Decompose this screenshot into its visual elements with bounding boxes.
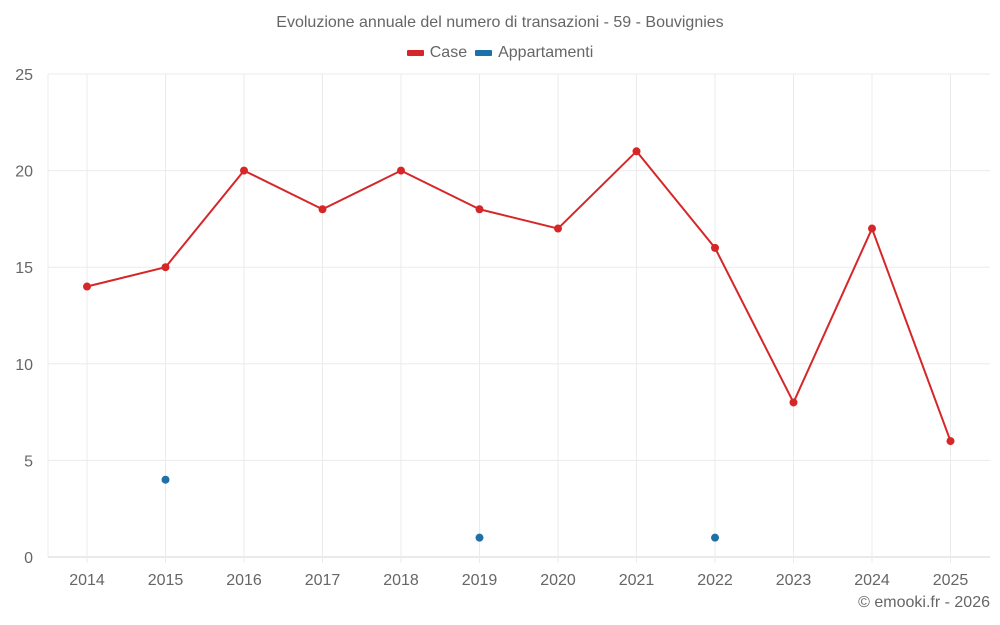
data-point	[711, 243, 719, 252]
data-point	[711, 533, 719, 542]
x-tick-label: 2022	[697, 572, 733, 589]
y-tick-label: 10	[15, 357, 33, 374]
x-axis: 2014 2015 2016 2017 2018 2019 2020 2021 2022 2023…	[69, 572, 968, 589]
x-tick-label: 2025	[933, 572, 969, 589]
data-point	[789, 398, 798, 407]
x-tick-label: 2017	[305, 572, 341, 589]
y-tick-label: 0	[24, 550, 33, 567]
legend-label-appartamenti: Appartamenti	[498, 44, 594, 61]
x-tick-label: 2018	[383, 572, 419, 589]
series-case	[83, 147, 955, 446]
data-point	[475, 205, 484, 214]
x-tick-label: 2015	[148, 572, 184, 589]
series-line	[86, 150, 952, 442]
data-point	[868, 224, 876, 233]
data-point	[946, 437, 955, 446]
chart-title: Evoluzione annuale del numero di transaz…	[276, 14, 724, 31]
legend-item-case[interactable]: Case	[406, 44, 468, 62]
legend-item-appartamenti[interactable]: Appartamenti	[475, 44, 593, 62]
data-point	[240, 166, 248, 175]
x-tick-label: 2023	[776, 572, 812, 589]
data-point	[475, 533, 484, 542]
y-tick-label: 5	[24, 453, 33, 470]
x-tick-label: 2020	[540, 572, 576, 589]
chart-legend: Case Appartamenti	[0, 44, 1000, 62]
x-tick-label: 2014	[69, 572, 105, 589]
data-point	[554, 224, 562, 233]
data-point	[632, 147, 641, 156]
legend-swatch-case	[406, 50, 424, 56]
x-tick-label: 2024	[854, 572, 890, 589]
series-appartamenti	[161, 475, 719, 542]
copyright-credit: © emooki.fr - 2026	[858, 594, 990, 611]
x-tick-label: 2021	[619, 572, 655, 589]
y-tick-label: 15	[15, 260, 33, 277]
y-axis: 0 5 10 15 20 25	[15, 67, 33, 567]
y-tick-label: 25	[15, 67, 33, 84]
data-series	[83, 147, 955, 542]
y-tick-label: 20	[15, 164, 33, 181]
data-point	[161, 263, 170, 272]
grid-lines	[47, 73, 990, 563]
data-point	[318, 205, 327, 214]
data-point	[397, 166, 405, 175]
legend-label-case: Case	[429, 44, 468, 61]
legend-swatch-appartamenti	[475, 50, 493, 56]
data-point	[161, 475, 170, 484]
data-point	[83, 282, 91, 291]
x-tick-label: 2019	[462, 572, 498, 589]
x-tick-label: 2016	[226, 572, 262, 589]
